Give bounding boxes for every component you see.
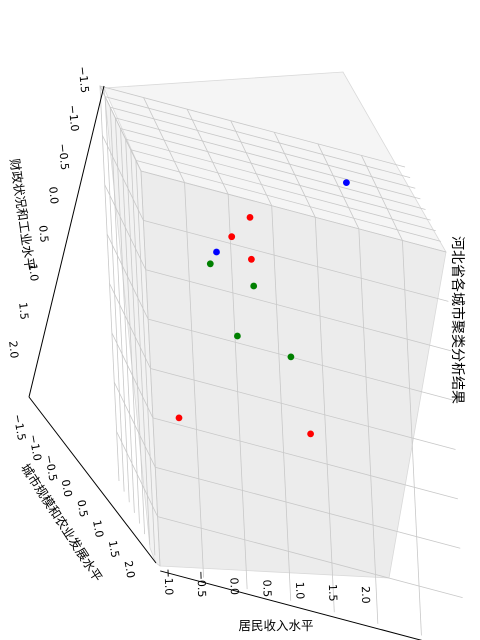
data-points (175, 179, 350, 438)
x-axis-label: 居民收入水平 (238, 618, 313, 633)
grid-line (114, 117, 135, 513)
data-point (228, 233, 236, 241)
data-point (246, 214, 254, 221)
z-tick-label: −0.5 (56, 143, 72, 171)
y-tick-label: 0.0 (59, 479, 75, 498)
grid-line (155, 466, 461, 549)
data-point (206, 260, 214, 268)
grid-line (135, 160, 156, 556)
z-axis-label: 财政状况和工业水平 (7, 158, 38, 272)
z-tick-label: 1.5 (16, 302, 31, 321)
chart-title: 河北省各城市聚类分析结果 (449, 236, 466, 404)
axes-panes (99, 71, 447, 579)
grid-lines (99, 85, 463, 636)
x-tick-label: 0.5 (260, 579, 274, 597)
data-point (307, 430, 314, 438)
z-axis-line (28, 85, 105, 398)
z-tick-label: −1.5 (76, 66, 92, 94)
grid-line (140, 170, 447, 253)
grid-line (143, 219, 449, 302)
x-tick-label: −0.5 (194, 570, 208, 597)
x-tick-label: 0.0 (227, 577, 241, 595)
z-tick-label: 2.0 (6, 340, 21, 359)
grid-line (150, 368, 456, 450)
x-tick-label: 1.5 (326, 584, 340, 602)
grid-line (157, 516, 463, 599)
y-tick-label: −1.0 (26, 433, 43, 462)
y-tick-label: −0.5 (42, 454, 59, 483)
z-tick-label: 0.0 (46, 186, 61, 205)
data-point (175, 414, 183, 422)
tick-labels: −1.0 −0.5 0.0 0.5 1.0 1.5 2.0−1.5−1.0−0.50.00.… (6, 66, 372, 604)
grid-line (115, 117, 421, 200)
grid-line (110, 106, 416, 189)
data-point (343, 179, 350, 187)
axis-lines (28, 85, 423, 640)
grid-line (99, 85, 120, 482)
z-tick-label: 1.0 (26, 263, 41, 282)
grid-line (125, 138, 431, 221)
grid-line (148, 318, 454, 401)
z-tick-label: −1.0 (66, 104, 82, 132)
grid-line (145, 269, 451, 352)
y-tick-label: −1.5 (11, 413, 28, 442)
data-point (234, 332, 241, 340)
grid-line (99, 85, 406, 168)
data-point (248, 255, 255, 263)
grid-line (120, 128, 140, 524)
y-tick-label: 1.5 (106, 539, 122, 558)
z-tick-label: 0.5 (36, 225, 51, 244)
x-tick-label: 2.0 (359, 586, 373, 604)
y-tick-label: 0.5 (74, 499, 90, 518)
data-point (250, 282, 258, 290)
data-point (287, 353, 295, 361)
grid-line (152, 417, 458, 500)
grid-line (130, 149, 436, 232)
grid-line (120, 128, 426, 210)
x-axis-line (160, 570, 423, 640)
x-tick-label: −1.0 (162, 568, 176, 595)
grid-line (125, 139, 146, 535)
grid-line (104, 96, 125, 492)
y-axis-line (28, 396, 157, 564)
data-point (213, 248, 220, 256)
x-tick-label: 1.0 (293, 582, 307, 600)
y-tick-label: 2.0 (122, 560, 138, 579)
grid-line (105, 96, 411, 179)
grid-line (135, 159, 441, 242)
grid-line (109, 107, 130, 503)
y-tick-label: 1.0 (90, 519, 106, 538)
grid-line (130, 149, 151, 545)
